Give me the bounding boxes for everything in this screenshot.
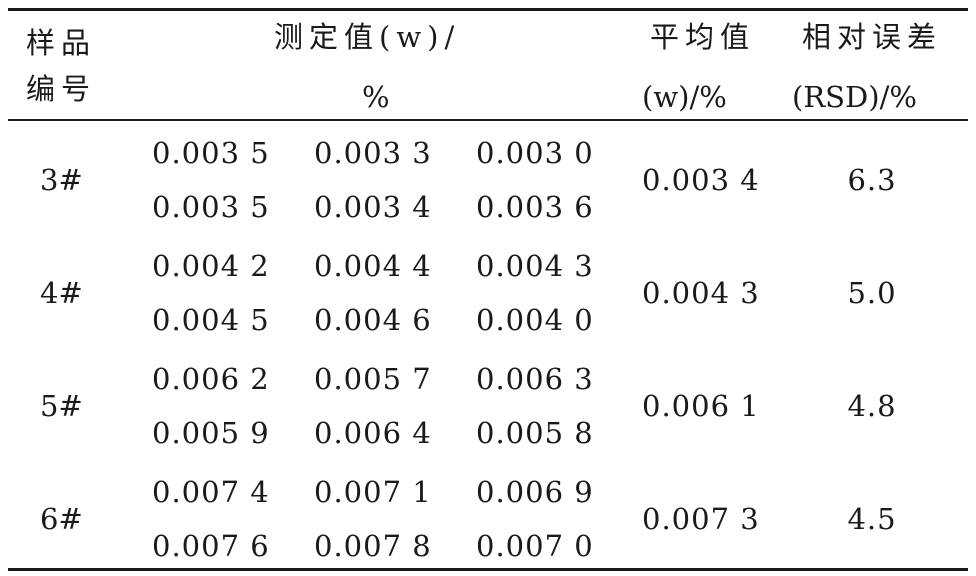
sample-id: 6# <box>40 502 83 536</box>
measured-value: 0.003 0 <box>476 136 594 170</box>
rsd-value: 5.0 <box>847 276 897 310</box>
measured-value: 0.004 2 <box>152 249 270 283</box>
sample-id: 3# <box>40 163 83 197</box>
measured-value: 0.005 9 <box>152 416 270 450</box>
header-mean-line2: (w)/% <box>642 80 727 114</box>
measured-value: 0.007 6 <box>152 529 270 563</box>
measured-value: 0.007 8 <box>314 529 432 563</box>
table-bottom-rule <box>8 568 968 571</box>
sample-id: 5# <box>40 389 83 423</box>
measured-value: 0.003 4 <box>314 190 432 224</box>
measured-value: 0.003 3 <box>314 136 432 170</box>
table-top-rule <box>8 8 968 11</box>
measured-value: 0.004 5 <box>152 303 270 337</box>
header-rsd-line2: (RSD)/% <box>792 80 917 114</box>
header-sample-no-line2: 编号 <box>26 72 97 106</box>
measured-value: 0.004 0 <box>476 303 594 337</box>
measured-value: 0.006 9 <box>476 475 594 509</box>
rsd-value: 4.8 <box>847 389 897 423</box>
sample-id: 4# <box>40 276 83 310</box>
measured-value: 0.003 5 <box>152 190 270 224</box>
rsd-value: 6.3 <box>847 163 897 197</box>
header-mean-line1: 平均值 <box>650 20 756 54</box>
table-header-rule <box>8 119 968 121</box>
mean-value: 0.006 1 <box>642 389 760 423</box>
header-measured-line2: % <box>362 80 390 114</box>
mean-value: 0.003 4 <box>642 163 760 197</box>
measured-value: 0.003 5 <box>152 136 270 170</box>
measured-value: 0.005 8 <box>476 416 594 450</box>
measured-value: 0.007 1 <box>314 475 432 509</box>
header-sample-no-line1: 样品 <box>26 26 97 60</box>
measured-value: 0.004 6 <box>314 303 432 337</box>
measured-value: 0.004 3 <box>476 249 594 283</box>
header-rsd-line1: 相对误差 <box>802 20 943 54</box>
mean-value: 0.004 3 <box>642 276 760 310</box>
measured-value: 0.007 0 <box>476 529 594 563</box>
measured-value: 0.003 6 <box>476 190 594 224</box>
measured-value: 0.006 2 <box>152 362 270 396</box>
header-measured-line1: 测定值(w)/ <box>274 20 461 54</box>
measured-value: 0.007 4 <box>152 475 270 509</box>
measured-value: 0.004 4 <box>314 249 432 283</box>
mean-value: 0.007 3 <box>642 502 760 536</box>
measured-value: 0.005 7 <box>314 362 432 396</box>
rsd-value: 4.5 <box>847 502 897 536</box>
measured-value: 0.006 3 <box>476 362 594 396</box>
measured-value: 0.006 4 <box>314 416 432 450</box>
